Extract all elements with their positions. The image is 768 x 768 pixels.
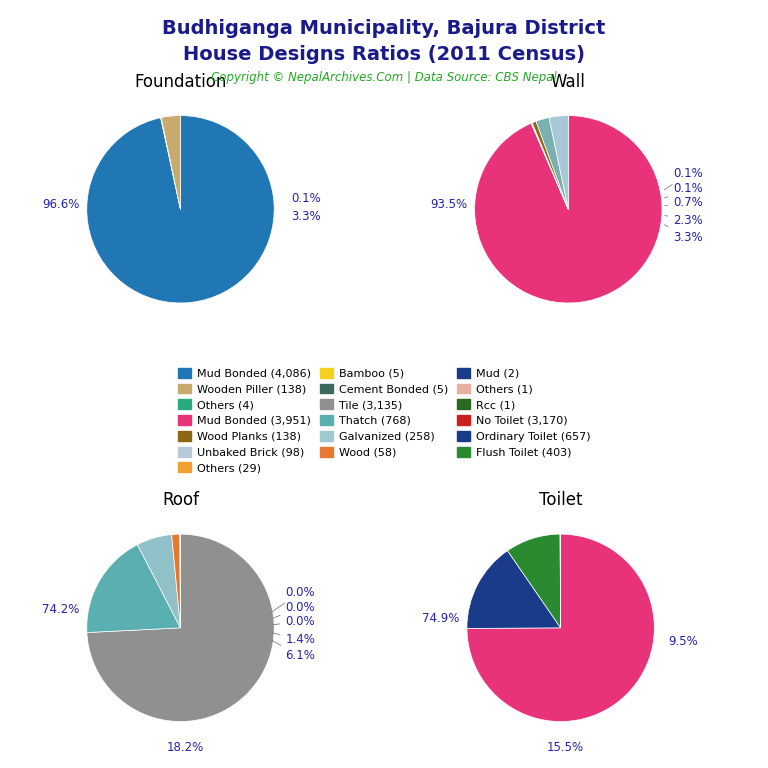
Text: 0.0%: 0.0% [272, 601, 315, 618]
Text: Copyright © NepalArchives.Com | Data Source: CBS Nepal: Copyright © NepalArchives.Com | Data Sou… [211, 71, 557, 84]
Text: 0.7%: 0.7% [665, 196, 703, 209]
Legend: Mud Bonded (4,086), Wooden Piller (138), Others (4), Mud Bonded (3,951), Wood Pl: Mud Bonded (4,086), Wooden Piller (138),… [178, 368, 590, 473]
Text: 3.3%: 3.3% [291, 210, 321, 223]
Text: House Designs Ratios (2011 Census): House Designs Ratios (2011 Census) [183, 45, 585, 64]
Text: 2.3%: 2.3% [665, 214, 703, 227]
Text: 9.5%: 9.5% [668, 635, 698, 648]
Wedge shape [532, 121, 568, 210]
Title: Wall: Wall [551, 73, 586, 91]
Text: 74.2%: 74.2% [42, 603, 79, 616]
Wedge shape [172, 535, 180, 628]
Text: 3.3%: 3.3% [664, 225, 703, 244]
Wedge shape [87, 545, 180, 633]
Wedge shape [161, 118, 180, 210]
Wedge shape [467, 535, 654, 721]
Text: 15.5%: 15.5% [547, 741, 584, 754]
Wedge shape [536, 118, 568, 210]
Text: 0.0%: 0.0% [272, 614, 315, 627]
Text: 0.1%: 0.1% [664, 182, 703, 198]
Text: 18.2%: 18.2% [167, 741, 204, 754]
Wedge shape [531, 123, 568, 210]
Wedge shape [508, 535, 561, 628]
Text: Budhiganga Municipality, Bajura District: Budhiganga Municipality, Bajura District [162, 19, 606, 38]
Text: 6.1%: 6.1% [272, 641, 316, 663]
Title: Toilet: Toilet [539, 492, 582, 509]
Text: 93.5%: 93.5% [430, 198, 467, 211]
Title: Roof: Roof [162, 492, 199, 509]
Wedge shape [137, 535, 180, 628]
Text: 0.0%: 0.0% [272, 586, 315, 612]
Wedge shape [87, 535, 274, 721]
Text: 1.4%: 1.4% [272, 633, 316, 646]
Wedge shape [161, 116, 180, 210]
Wedge shape [87, 116, 274, 303]
Wedge shape [467, 551, 561, 628]
Wedge shape [549, 116, 568, 210]
Wedge shape [475, 116, 662, 303]
Text: 0.1%: 0.1% [291, 191, 321, 204]
Wedge shape [531, 123, 568, 210]
Text: 0.1%: 0.1% [664, 167, 703, 190]
Text: 96.6%: 96.6% [42, 198, 79, 211]
Title: Foundation: Foundation [134, 73, 227, 91]
Text: 74.9%: 74.9% [422, 612, 459, 625]
